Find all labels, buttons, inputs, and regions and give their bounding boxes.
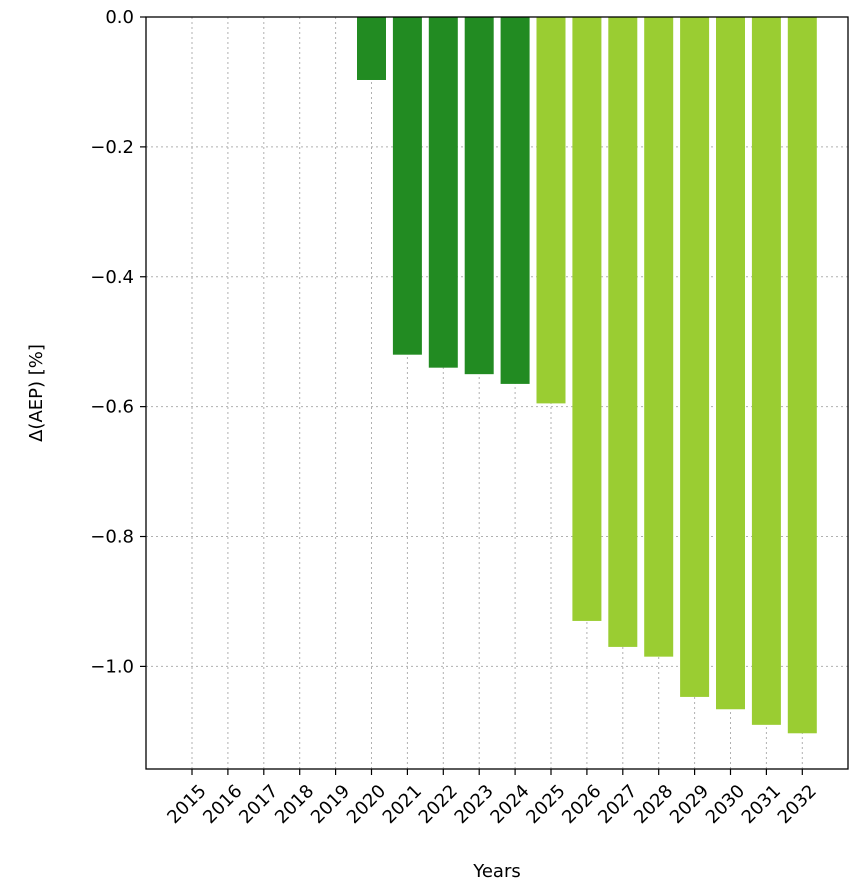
x-tick-label: 2024 — [486, 781, 533, 828]
x-tick-label: 2016 — [199, 781, 246, 828]
bars-layer — [357, 17, 817, 734]
bar-2024 — [500, 17, 530, 384]
bar-2032 — [787, 17, 817, 734]
bar-2022 — [428, 17, 458, 368]
x-tick-label: 2023 — [451, 781, 498, 828]
x-tick-label: 2019 — [307, 781, 354, 828]
y-axis: 0.0 −0.2 −0.4 −0.6 −0.8 −1.0 — [90, 7, 146, 677]
x-tick-label: 2020 — [343, 781, 390, 828]
bar-2031 — [751, 17, 781, 725]
bar-2029 — [680, 17, 710, 697]
bar-2030 — [716, 17, 745, 710]
bar-2023 — [464, 17, 494, 375]
y-tick-label: 0.0 — [105, 7, 134, 28]
bar-2027 — [608, 17, 638, 647]
x-tick-label: 2032 — [774, 781, 821, 828]
bar-2021 — [392, 17, 422, 355]
x-tick-label: 2015 — [163, 781, 210, 828]
y-tick-label: −0.8 — [90, 527, 134, 548]
x-tick-label: 2018 — [271, 781, 318, 828]
y-tick-label: −1.0 — [90, 656, 134, 677]
y-tick-label: −0.4 — [90, 267, 134, 288]
x-tick-label: 2027 — [594, 781, 641, 828]
x-tick-label: 2026 — [558, 781, 605, 828]
x-tick-label: 2021 — [379, 781, 426, 828]
bar-2025 — [536, 17, 566, 404]
y-axis-label: Δ(AEP) [%] — [26, 344, 47, 442]
bar-2028 — [644, 17, 674, 657]
y-tick-label: −0.6 — [90, 397, 134, 418]
x-tick-label: 2031 — [738, 781, 785, 828]
x-tick-label: 2017 — [235, 781, 282, 828]
bar-2020 — [357, 17, 386, 80]
x-tick-label: 2025 — [522, 781, 569, 828]
bar-2026 — [572, 17, 602, 621]
y-tick-label: −0.2 — [90, 137, 134, 158]
plot-frame — [145, 16, 849, 770]
x-axis-label: Years — [472, 861, 521, 882]
x-tick-label: 2028 — [630, 781, 677, 828]
x-axis: 2015201620172018201920202021202220232024… — [163, 769, 821, 828]
x-tick-label: 2029 — [666, 781, 713, 828]
x-tick-label: 2030 — [702, 781, 749, 828]
x-tick-label: 2022 — [415, 781, 462, 828]
